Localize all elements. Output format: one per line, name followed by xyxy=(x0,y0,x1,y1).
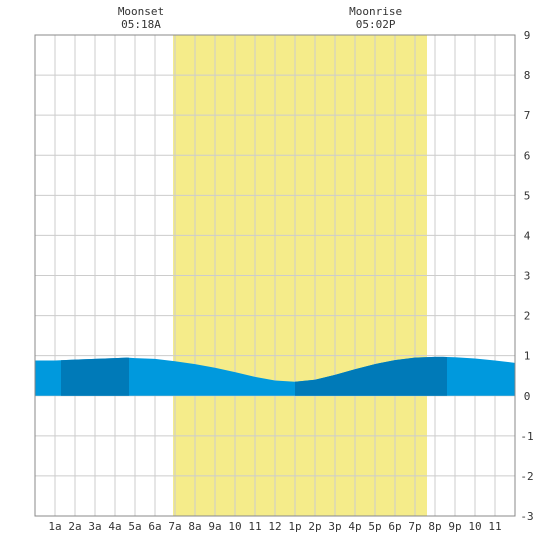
y-tick-label: 9 xyxy=(524,29,531,42)
x-tick-label: 5a xyxy=(128,520,141,533)
moon-event-name: Moonset xyxy=(118,5,164,18)
y-tick-label: 6 xyxy=(524,149,531,162)
moon-event-name: Moonrise xyxy=(349,5,402,18)
y-tick-label: 8 xyxy=(524,69,531,82)
y-tick-label: 2 xyxy=(524,310,531,323)
x-tick-label: 11 xyxy=(488,520,501,533)
x-tick-label: 9p xyxy=(448,520,461,533)
y-tick-label: 3 xyxy=(524,270,531,283)
plot-frame xyxy=(34,34,516,517)
x-tick-label: 5p xyxy=(368,520,381,533)
x-tick-label: 3p xyxy=(328,520,341,533)
x-tick-label: 8p xyxy=(428,520,441,533)
y-tick-label: 1 xyxy=(524,350,531,363)
x-tick-label: 10 xyxy=(468,520,481,533)
x-tick-label: 11 xyxy=(248,520,261,533)
y-tick-label: -1 xyxy=(520,430,533,443)
y-tick-label: 5 xyxy=(524,189,531,202)
x-tick-label: 9a xyxy=(208,520,221,533)
moon-event-time: 05:02P xyxy=(356,18,396,31)
y-axis-labels: 9 8 7 6 5 4 3 2 1 0 -1 -2 -3 xyxy=(520,29,533,523)
x-tick-label: 6a xyxy=(148,520,161,533)
y-tick-label: 7 xyxy=(524,109,531,122)
x-axis-labels: 1a 2a 3a 4a 5a 6a 7a 8a 9a 10 11 12 1p 2p 3p 4p 5p 6p 7p 8p… xyxy=(48,520,501,533)
x-tick-label: 4p xyxy=(348,520,361,533)
y-tick-label: 0 xyxy=(524,390,531,403)
x-tick-label: 1p xyxy=(288,520,301,533)
x-tick-label: 2p xyxy=(308,520,321,533)
x-tick-label: 12 xyxy=(268,520,281,533)
chart-grid xyxy=(35,35,515,516)
x-tick-label: 7a xyxy=(168,520,181,533)
x-tick-label: 7p xyxy=(408,520,421,533)
x-tick-label: 3a xyxy=(88,520,101,533)
x-tick-label: 10 xyxy=(228,520,241,533)
x-tick-label: 8a xyxy=(188,520,201,533)
y-tick-label: 4 xyxy=(524,229,531,242)
y-tick-label: -3 xyxy=(520,510,533,523)
x-tick-label: 6p xyxy=(388,520,401,533)
x-tick-label: 4a xyxy=(108,520,121,533)
y-tick-label: -2 xyxy=(520,470,533,483)
moon-event-time: 05:18A xyxy=(121,18,161,31)
x-tick-label: 1a xyxy=(48,520,61,533)
tide-dark-band xyxy=(61,356,129,396)
x-tick-label: 2a xyxy=(68,520,81,533)
